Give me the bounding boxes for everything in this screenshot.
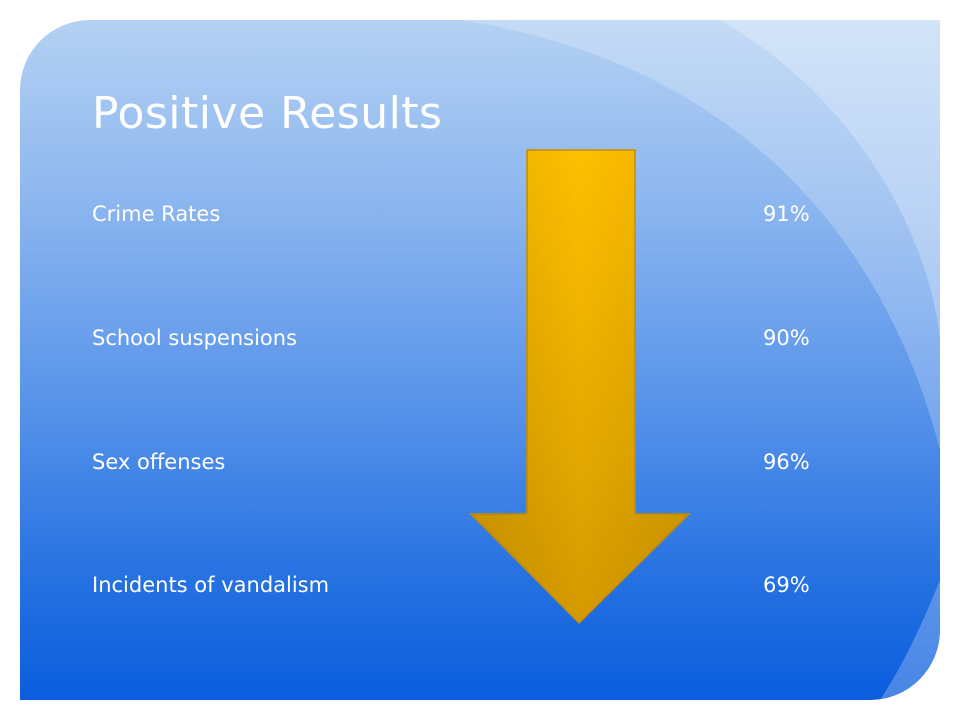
row-label-sex-offenses: Sex offenses	[92, 450, 226, 474]
slide-title: Positive Results	[92, 88, 443, 139]
row-value-incidents-of-vandalism: 69%	[763, 573, 810, 597]
background-swoosh	[460, 20, 940, 700]
row-value-crime-rates: 91%	[763, 202, 810, 226]
row-value-sex-offenses: 96%	[763, 450, 810, 474]
row-value-school-suspensions: 90%	[763, 326, 810, 350]
row-label-incidents-of-vandalism: Incidents of vandalism	[92, 573, 330, 597]
row-label-school-suspensions: School suspensions	[92, 326, 298, 350]
down-arrow-icon	[469, 149, 691, 625]
row-label-crime-rates: Crime Rates	[92, 202, 221, 226]
slide: Positive Results Crime Rates 91% School …	[20, 20, 940, 700]
